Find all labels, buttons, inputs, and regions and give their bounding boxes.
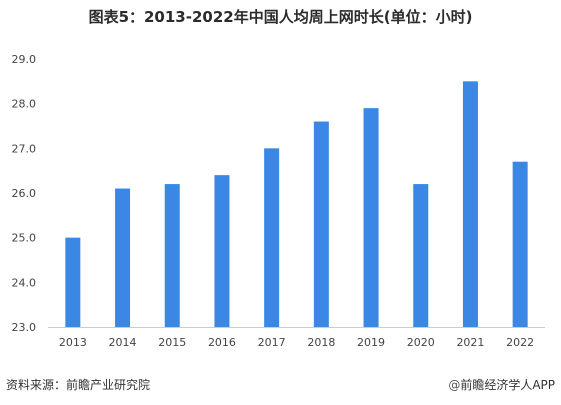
- brand-credit: @前瞻经济学人APP: [448, 376, 555, 393]
- source-note: 资料来源：前瞻产业研究院: [6, 378, 151, 392]
- bar-2019: [363, 108, 379, 327]
- x-tick-label: 2020: [407, 336, 435, 349]
- x-tick-label: 2016: [208, 336, 236, 349]
- footer: 资料来源：前瞻产业研究院 @前瞻经济学人APP: [0, 376, 561, 398]
- y-axis: 23.0 24.0 25.0 26.0 27.0 28.0 29.0: [12, 53, 37, 334]
- bar-2015: [164, 184, 180, 327]
- x-tick-label: 2018: [307, 336, 335, 349]
- brand-name: 前瞻经济学人APP: [460, 378, 555, 392]
- x-tick-label: 2013: [59, 336, 87, 349]
- x-tick-label: 2014: [109, 336, 137, 349]
- at-icon: @: [448, 378, 461, 392]
- bar-2014: [115, 188, 131, 327]
- y-tick-label: 29.0: [12, 53, 37, 66]
- bar-chart: 23.024.025.026.027.028.029.0 2013 2014 201…: [12, 53, 545, 349]
- chart-title: 图表5：2013-2022年中国人均周上网时长(单位：小时): [88, 8, 473, 26]
- bar-2022: [512, 161, 528, 327]
- bar-2018: [313, 121, 329, 328]
- bar-2013: [65, 237, 81, 327]
- y-tick-label: 26.0: [12, 187, 37, 200]
- bar-2016: [214, 175, 230, 327]
- x-tick-label: 2022: [506, 336, 534, 349]
- bars: [65, 81, 528, 328]
- y-tick-label: 27.0: [12, 142, 37, 155]
- y-tick-label: 24.0: [12, 276, 37, 289]
- bar-2021: [462, 81, 478, 327]
- y-tick-label: 25.0: [12, 232, 37, 245]
- x-tick-label: 2015: [158, 336, 186, 349]
- bar-2020: [413, 184, 429, 327]
- x-tick-label: 2017: [258, 336, 286, 349]
- y-tick-label: 23.0: [12, 321, 37, 334]
- x-tick-label: 2019: [357, 336, 385, 349]
- x-axis: 2013 2014 2015 2016 2017 2018 2019 2020 2021 2022: [59, 336, 534, 349]
- bar-2017: [264, 148, 280, 327]
- y-tick-label: 28.0: [12, 98, 37, 111]
- x-tick-label: 2021: [456, 336, 484, 349]
